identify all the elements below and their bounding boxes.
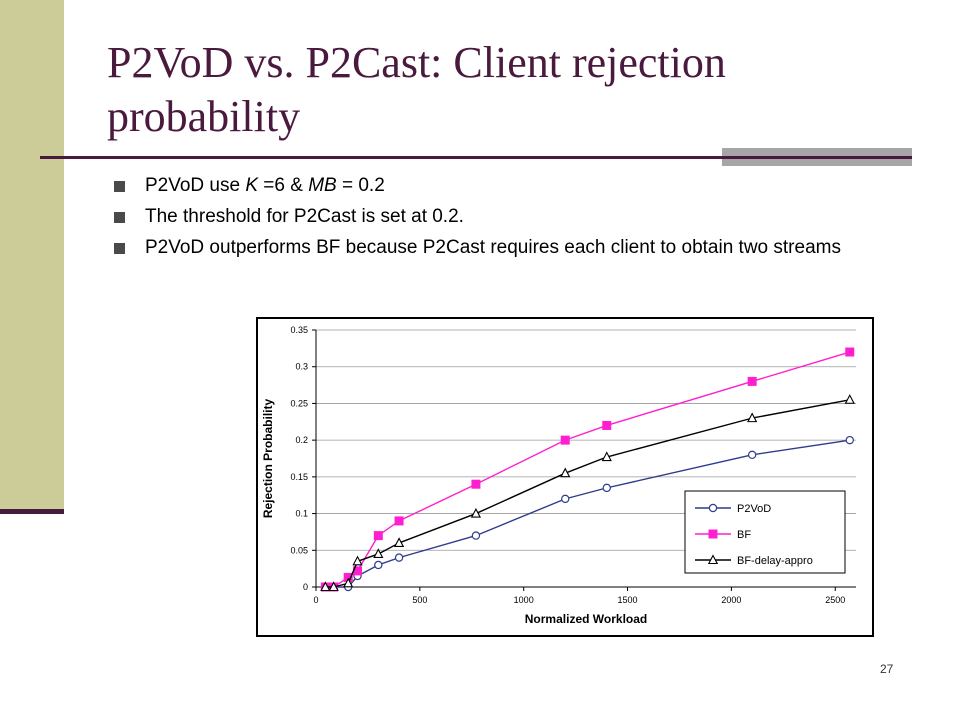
slide-title: P2VoD vs. P2Cast: Client rejection proba… [107, 38, 726, 141]
bullet-text: = 0.2 [336, 175, 385, 196]
side-decor-rule [0, 509, 64, 514]
x-tick-label: 2000 [721, 595, 741, 605]
bullet-item: P2VoD use K =6 & MB = 0.2 [114, 174, 914, 197]
x-tick-label: 0 [313, 595, 318, 605]
bullet-text: =6 & [258, 175, 309, 196]
side-decor-bar [0, 0, 64, 512]
legend-entry: P2VoD [695, 503, 771, 515]
legend-label: BF [737, 529, 751, 541]
data-point [373, 548, 384, 559]
data-point [393, 537, 405, 547]
data-point [602, 420, 612, 430]
legend-entry: BF-delay-appro [695, 554, 813, 567]
x-axis-label: Normalized Workload [525, 612, 647, 626]
data-point [352, 555, 363, 566]
bullet-text: P2VoD outperforms BF because P2Cast requ… [145, 237, 841, 258]
data-point [845, 347, 855, 357]
legend-label: BF-delay-appro [737, 555, 813, 567]
bullet-item: The threshold for P2Cast is set at 0.2. [114, 205, 914, 228]
rejection-probability-chart: 0 0.05 0.1 0.15 0.2 0.25 0.3 0.35 0 500 1000 1500 20… [261, 325, 856, 626]
data-point [373, 531, 383, 541]
y-tick-label: 0.1 [295, 509, 308, 519]
legend-marker [707, 554, 719, 565]
bullet-item: P2VoD outperforms BF because P2Cast requ… [114, 236, 914, 259]
bullet-list: P2VoD use K =6 & MB = 0.2 The threshold f… [114, 174, 914, 267]
y-tick-label: 0.25 [290, 398, 308, 408]
bullet-text: MB [308, 175, 337, 196]
data-point [560, 467, 571, 478]
legend-marker [708, 529, 718, 539]
bullet-text: P2VoD use [145, 175, 246, 196]
x-tick-label: 2500 [825, 595, 845, 605]
data-point [561, 494, 570, 504]
data-point [601, 451, 612, 462]
x-tick-label: 1500 [618, 595, 638, 605]
data-point [394, 553, 404, 562]
x-tick-label: 500 [412, 595, 427, 605]
legend-marker [708, 503, 718, 513]
data-point [747, 450, 757, 460]
x-tick-label: 1000 [514, 595, 534, 605]
y-tick-label: 0.15 [290, 472, 308, 482]
series-bf [320, 347, 855, 592]
legend-label: P2VoD [737, 503, 771, 515]
y-tick-label: 0.3 [295, 362, 308, 372]
legend-entry: BF [695, 529, 751, 541]
data-point [328, 581, 339, 592]
bullet-text: K [245, 175, 259, 196]
y-tick-label: 0.2 [295, 435, 308, 445]
y-tick-label: 0.35 [290, 325, 308, 335]
data-point [471, 531, 481, 540]
data-point [471, 479, 481, 489]
data-point [343, 577, 354, 588]
bullet-text: The threshold for P2Cast is set at 0.2. [145, 206, 464, 227]
series-bf-delay-appro [320, 394, 855, 592]
y-tick-label: 0 [303, 582, 308, 592]
data-point [320, 581, 331, 592]
title-underline [40, 156, 912, 159]
chart-frame: 0 0.05 0.1 0.15 0.2 0.25 0.3 0.35 0 500 1000 1500 20… [256, 317, 874, 637]
data-point [845, 435, 854, 445]
data-point [747, 376, 757, 386]
data-point [394, 516, 404, 526]
legend: P2VoD BF BF-delay-appro [684, 490, 846, 574]
data-point [602, 483, 611, 493]
bullet-square-icon [114, 181, 125, 192]
data-point [747, 412, 758, 423]
y-axis-label: Rejection Probability [261, 398, 275, 518]
bullet-square-icon [114, 243, 125, 254]
bullet-square-icon [114, 212, 125, 223]
data-point [470, 507, 482, 518]
data-point [560, 435, 570, 445]
page-number: 27 [880, 662, 894, 676]
data-point [844, 394, 855, 404]
data-point [374, 560, 383, 570]
y-tick-label: 0.05 [290, 545, 308, 555]
